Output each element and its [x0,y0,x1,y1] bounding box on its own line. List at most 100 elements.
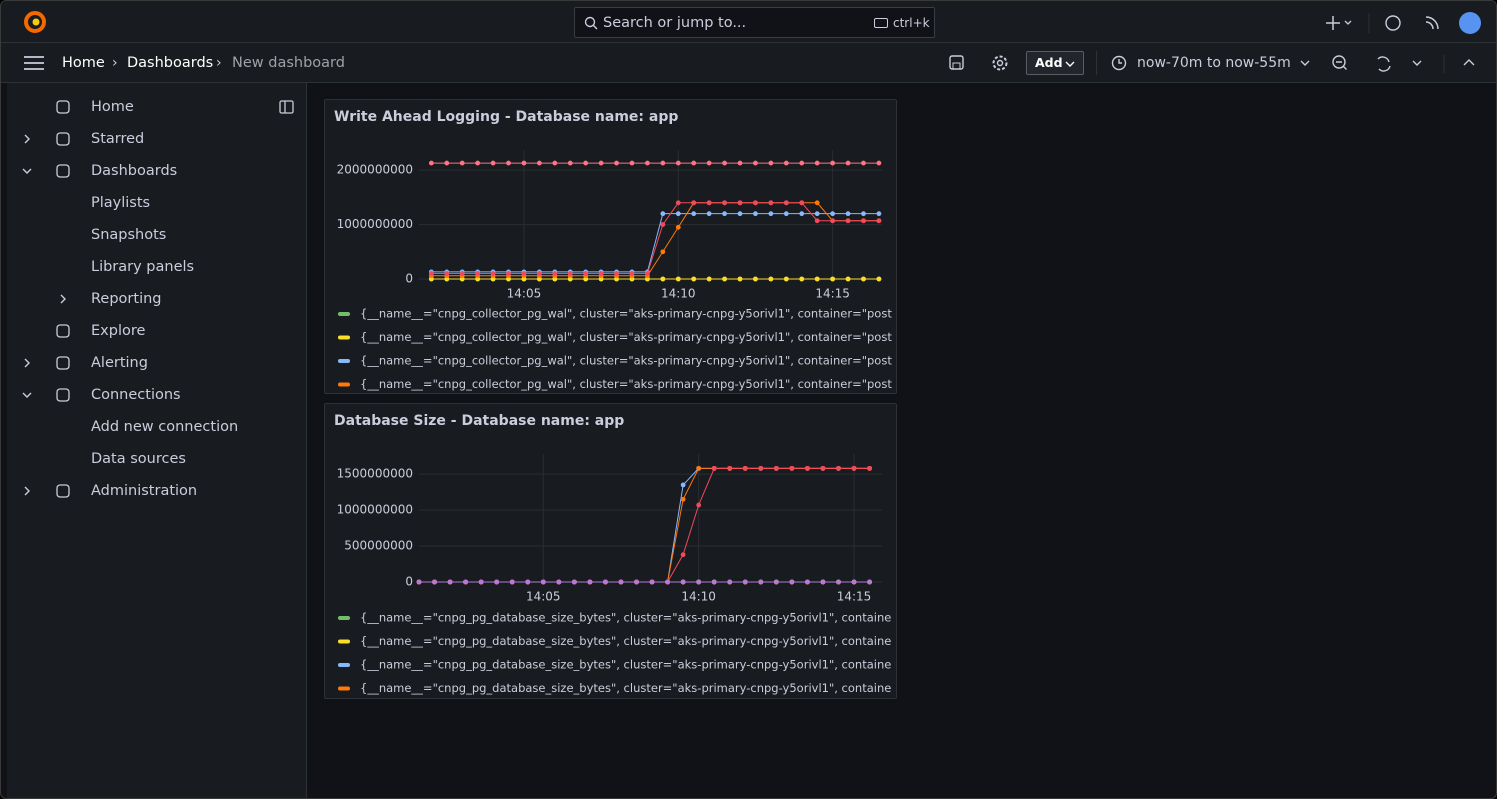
nav-list: Home Starred Dashboards Playlists Snapshots L… [22,99,238,499]
nav-expander[interactable] [24,358,30,368]
nav-item[interactable]: Connections [91,387,181,403]
nav-item[interactable]: Library panels [91,259,194,275]
add-button[interactable]: Add [1026,51,1084,75]
y-tick-label: 500000000 [344,539,413,553]
data-point [737,160,743,166]
data-point [737,200,743,206]
data-point [660,276,666,282]
settings-icon[interactable] [990,53,1010,73]
logo[interactable] [23,10,47,34]
data-point [845,160,851,166]
legend-swatch[interactable] [338,639,350,644]
legend-swatch[interactable] [338,382,350,387]
data-point [867,579,872,585]
legend-label[interactable]: {__name__="cnpg_collector_pg_wal", clust… [360,377,892,391]
nav-expander[interactable] [24,486,30,496]
legend-label[interactable]: {__name__="cnpg_pg_database_size_bytes",… [360,681,891,695]
data-point [753,276,758,282]
data-point [660,160,666,166]
time-chevron[interactable] [1300,60,1310,66]
save-icon[interactable] [947,54,967,72]
separator [1096,51,1097,75]
avatar[interactable] [1459,12,1481,34]
nav-item[interactable]: Home [91,99,134,115]
data-point [494,579,500,585]
breadcrumb-separator: › [216,55,222,71]
data-point [675,200,681,206]
data-point [727,465,733,471]
legend-label[interactable]: {__name__="cnpg_collector_pg_wal", clust… [360,354,892,368]
legend-swatch[interactable] [338,359,350,363]
data-point [536,271,542,276]
add-chevron [1065,61,1075,67]
nav-item[interactable]: Add new connection [91,419,238,435]
breadcrumb-separator: › [112,55,118,71]
data-point [691,276,697,282]
legend-label[interactable]: {__name__="cnpg_pg_database_size_bytes",… [360,658,891,672]
collapse[interactable] [1463,59,1475,66]
data-point [773,579,779,585]
data-point [428,160,434,166]
data-point [428,271,434,276]
legend-swatch[interactable] [338,663,350,667]
nav-expander[interactable] [22,392,32,398]
refresh-chevron[interactable] [1412,60,1422,66]
data-point [836,465,841,471]
y-tick-label: 0 [405,575,413,589]
data-point [805,579,810,585]
shortcut: ctrl+k [893,16,930,30]
menu-button[interactable] [23,55,45,71]
legend-label[interactable]: {__name__="cnpg_pg_database_size_bytes",… [360,611,891,625]
data-point [768,200,774,206]
data-point [506,160,511,166]
legend-label[interactable]: {__name__="cnpg_collector_pg_wal", clust… [360,307,892,321]
nav-item[interactable]: Explore [91,323,145,339]
data-point [820,465,826,471]
data-point [814,211,820,217]
data-point [773,465,779,471]
breadcrumb-item[interactable]: Home [62,55,105,71]
nav-item[interactable]: Data sources [91,451,186,467]
time-range[interactable]: now-70m to now-55m [1137,55,1291,71]
help-icon[interactable] [1385,15,1401,31]
nav-item[interactable]: Playlists [91,195,150,211]
breadcrumb-item[interactable]: Dashboards [127,55,214,71]
refresh[interactable] [1377,56,1391,72]
search-box[interactable]: Search or jump to... ctrl+k [574,7,935,38]
nav-expander[interactable] [22,168,32,174]
new-button[interactable] [1326,16,1340,30]
data-point [768,160,774,166]
legend-swatch[interactable] [338,616,350,620]
zoom-out[interactable] [1332,55,1346,69]
top-bar: Search or jump to... ctrl+k [1,1,1496,43]
new-chevron[interactable] [1344,20,1352,25]
nav-item[interactable]: Dashboards [91,163,177,179]
legend-label[interactable]: {__name__="cnpg_pg_database_size_bytes",… [360,634,891,648]
data-point [783,160,789,166]
legend-swatch[interactable] [338,335,350,340]
data-point [706,200,712,206]
nav-item[interactable]: Alerting [91,355,148,371]
data-point [552,160,558,166]
data-point [509,579,515,585]
search-icon [584,16,598,30]
panel: Write Ahead Logging - Database name: app… [324,99,897,394]
news-icon[interactable] [1425,16,1439,30]
nav-item[interactable]: Starred [91,131,144,147]
data-point [722,200,727,206]
legend-swatch[interactable] [338,312,350,316]
data-point [830,218,836,224]
nav-item[interactable]: Snapshots [91,227,166,243]
dock-button[interactable] [279,100,295,114]
nav-item[interactable]: Administration [91,483,197,499]
nav-icon [56,388,70,402]
nav-expander[interactable] [60,294,66,304]
legend-swatch[interactable] [338,686,350,691]
data-point [506,271,511,276]
nav-expander[interactable] [24,134,30,144]
nav-item[interactable]: Reporting [91,291,162,307]
legend-label[interactable]: {__name__="cnpg_collector_pg_wal", clust… [360,330,892,344]
data-point [876,276,882,282]
data-point [805,465,810,471]
